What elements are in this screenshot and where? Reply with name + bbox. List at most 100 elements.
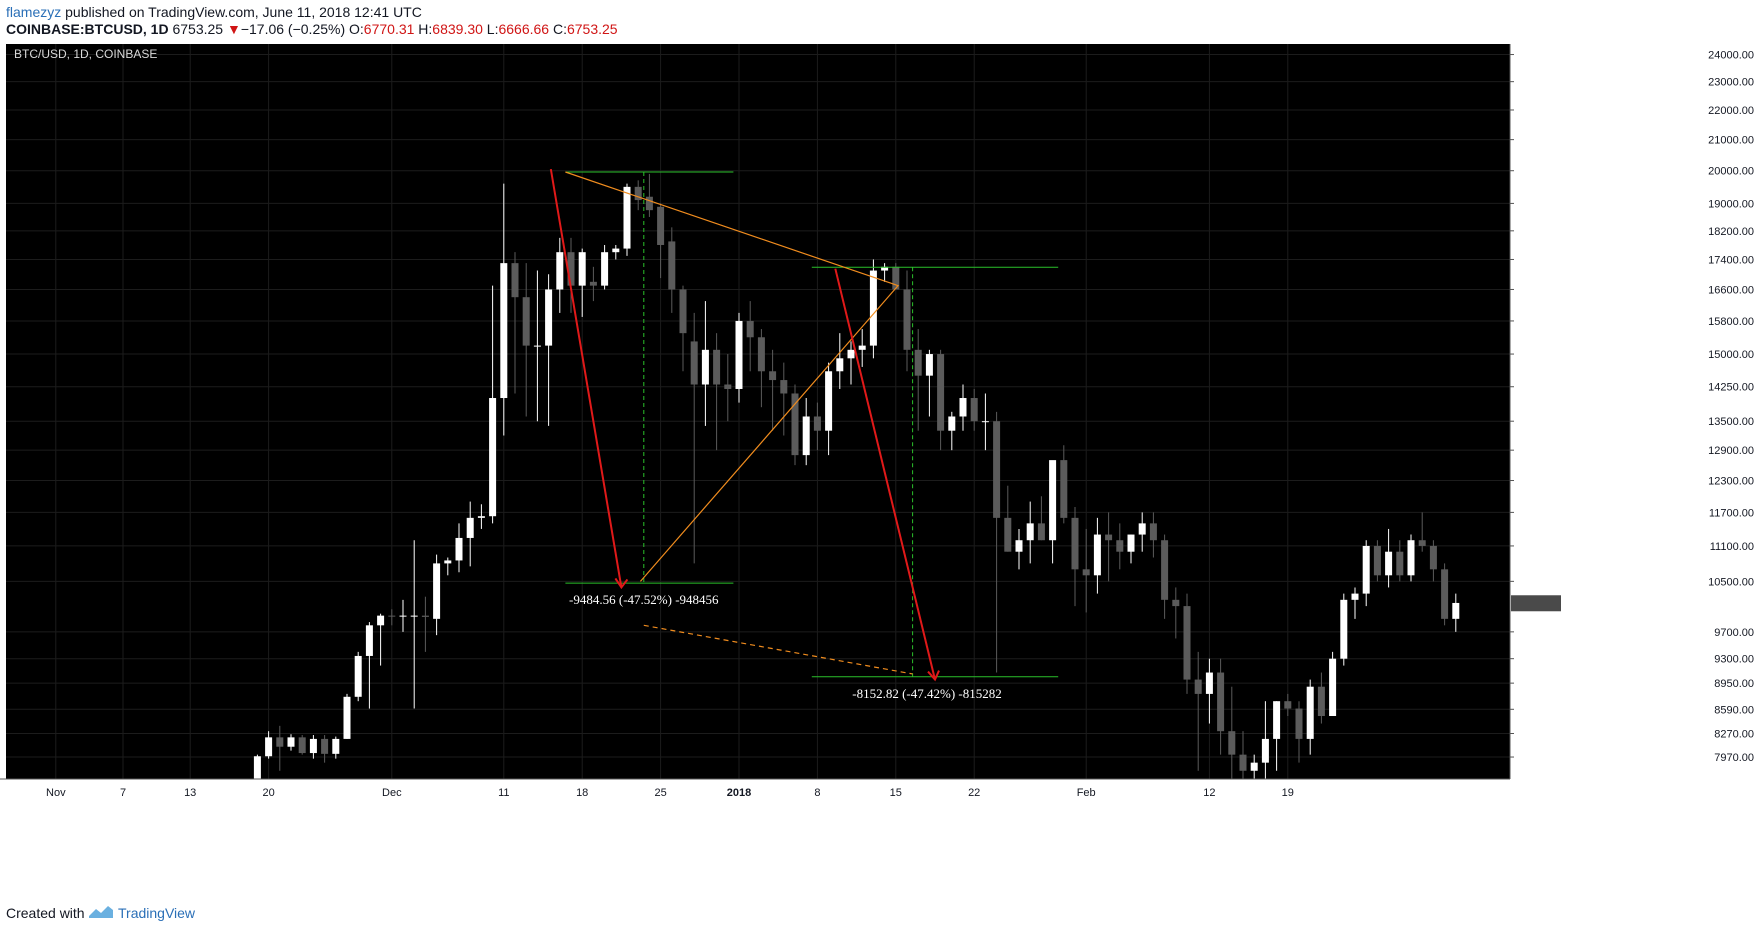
- measure-label-1: -9484.56 (-47.52%) -948456: [569, 592, 719, 607]
- time-tick-label: Feb: [1077, 787, 1096, 799]
- candle-body-up: [433, 563, 441, 619]
- price-tick-label: 15800.00: [1708, 316, 1754, 328]
- candle-body-up: [399, 615, 407, 617]
- candle-body-up: [253, 756, 261, 779]
- price-axis[interactable]: 24000.00 23000.00 22000.00 21000.00 20000.00…: [1509, 44, 1763, 896]
- candle-body-down: [1373, 545, 1381, 576]
- candle-body-up: [365, 625, 373, 656]
- candle-body-up: [948, 416, 956, 431]
- time-tick-label: 19: [1282, 787, 1294, 799]
- candle-body-up: [1205, 672, 1213, 694]
- close-label: C:: [552, 21, 567, 37]
- drawings: [549, 168, 1059, 682]
- candle-body-up: [1340, 599, 1348, 659]
- candle-body-down: [1060, 460, 1068, 518]
- candle-body-up: [455, 537, 463, 561]
- time-axis[interactable]: Nov 7 13 20 Dec 11 18 25 2018 8 15 22 Feb 12 19: [0, 778, 1763, 896]
- time-tick-label: 25: [654, 787, 666, 799]
- candle-body-up: [925, 354, 933, 376]
- candle-body-down: [321, 738, 329, 754]
- orange-triangle-lines: [565, 171, 900, 582]
- candle-body-up: [1026, 523, 1034, 541]
- candle-body-up: [1261, 738, 1269, 763]
- candle-body-up: [578, 252, 586, 286]
- candle-body-up: [881, 266, 889, 271]
- time-tick-label: 13: [184, 787, 196, 799]
- time-tick-label: 7: [120, 787, 126, 799]
- down-triangle-icon: ▼: [226, 21, 241, 37]
- chart-footer: Created with TradingView: [0, 896, 1763, 931]
- low-value: 6666.66: [498, 21, 550, 37]
- candle-body-up: [1093, 534, 1101, 576]
- price-tick-label: 17400.00: [1708, 254, 1754, 266]
- red-arrowhead-2: [927, 670, 940, 682]
- chart-area[interactable]: 24000.00 23000.00 22000.00 21000.00 20000.00…: [0, 44, 1763, 896]
- candle-body-up: [1015, 540, 1023, 552]
- candle-body-down: [724, 384, 732, 389]
- candle-body-down: [1239, 754, 1247, 771]
- candle-body-down: [970, 398, 978, 422]
- chart-header: flamezyz published on TradingView.com, J…: [0, 0, 1763, 44]
- price-tick-label: 22000.00: [1708, 105, 1754, 117]
- candle-body-up: [410, 615, 418, 617]
- price-tick-label: 9300.00: [1714, 654, 1754, 666]
- low-label: L:: [486, 21, 499, 37]
- measure-label-2: -8152.82 (-47.42%) -815282: [852, 686, 1001, 701]
- candle-body-down: [668, 241, 676, 290]
- candle-body-down: [1228, 731, 1236, 755]
- candle-body-down: [1105, 534, 1113, 541]
- time-tick-label: 8: [814, 787, 820, 799]
- red-arrow-1: [549, 168, 623, 588]
- published-text: published on TradingView.com, June 11, 2…: [61, 4, 422, 20]
- price-tick-label: 12900.00: [1708, 445, 1754, 457]
- candle-body-up: [533, 345, 541, 347]
- plot-background[interactable]: [6, 44, 1706, 862]
- time-tick-label: 22: [968, 787, 980, 799]
- candle-body-down: [421, 615, 429, 617]
- candle-body-down: [914, 349, 922, 376]
- price-tick-label: 8270.00: [1714, 728, 1754, 740]
- candle-body-up: [612, 248, 620, 253]
- author-link[interactable]: flamezyz: [6, 4, 62, 20]
- candle-body-down: [1149, 523, 1157, 541]
- symbol-interval: COINBASE:BTCUSD, 1D: [6, 21, 169, 37]
- candle-body-down: [657, 206, 665, 245]
- open-value: 6770.31: [363, 21, 415, 37]
- high-value: 6839.30: [432, 21, 483, 37]
- candle-body-up: [1362, 545, 1370, 594]
- tradingview-logo-icon[interactable]: [88, 904, 114, 920]
- price-tick-label: 8590.00: [1714, 704, 1754, 716]
- candle-body-up: [858, 345, 866, 350]
- candle-body-down: [567, 252, 575, 286]
- publish-line: flamezyz published on TradingView.com, J…: [6, 4, 422, 20]
- candlestick-chart[interactable]: 24000.00 23000.00 22000.00 21000.00 20000.00…: [0, 44, 1763, 896]
- price-tick-label: 10500.00: [1708, 576, 1754, 588]
- price-tick-label: 24000.00: [1708, 50, 1754, 62]
- price-tick-label: 11700.00: [1709, 507, 1754, 519]
- close-value: 6753.25: [566, 21, 618, 37]
- tradingview-link[interactable]: TradingView: [118, 905, 196, 921]
- time-axis-background: [0, 779, 1763, 896]
- time-tick-label: 18: [576, 787, 588, 799]
- created-with-text: Created with: [6, 905, 85, 921]
- last-price: 6753.25: [172, 21, 224, 37]
- price-tick-label: 11100.00: [1710, 541, 1754, 553]
- candle-body-up: [1452, 602, 1460, 619]
- candle-body-up: [343, 696, 351, 739]
- candle-body-down: [713, 349, 721, 385]
- time-tick-label: Dec: [382, 787, 402, 799]
- candle-body-up: [869, 270, 877, 346]
- candles: [119, 173, 1460, 830]
- candle-body-down: [903, 289, 911, 350]
- candle-body-down: [892, 266, 900, 290]
- last-price-badge: [1511, 595, 1561, 612]
- candle-body-up: [477, 516, 485, 518]
- price-axis-background: [1510, 44, 1763, 896]
- candle-body-up: [701, 349, 709, 385]
- candle-body-up: [545, 289, 553, 346]
- candle-body-up: [265, 737, 273, 757]
- candle-body-down: [1183, 606, 1191, 680]
- price-tick-label: 16600.00: [1708, 284, 1754, 296]
- candle-body-up: [847, 349, 855, 359]
- candle-body-down: [1194, 679, 1202, 694]
